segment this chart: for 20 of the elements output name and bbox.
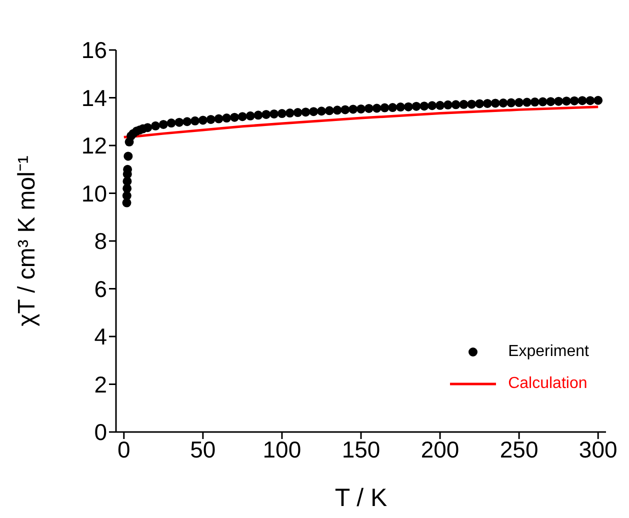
x-tick-label: 0 (118, 436, 130, 462)
legend-label: Calculation (508, 375, 588, 393)
x-tick-label: 100 (262, 436, 302, 462)
y-tick-label: 2 (94, 371, 107, 398)
x-tick-label: 300 (578, 436, 618, 462)
y-tick-label: 0 (94, 419, 107, 446)
y-axis-title: χT / cm³ K mol⁻¹ (14, 156, 41, 326)
x-axis-title: T / K (334, 484, 388, 512)
y-tick-label: 8 (94, 228, 107, 254)
y-tick-label: 4 (94, 324, 108, 350)
x-tick-label: 50 (190, 436, 216, 462)
y-tick-label: 10 (81, 180, 107, 206)
legend-label: Experiment (508, 343, 589, 361)
y-tick-label: 14 (81, 84, 108, 111)
x-tick-label: 200 (420, 436, 460, 462)
y-tick-label: 6 (94, 276, 107, 302)
x-tick-label: 250 (500, 436, 538, 462)
y-tick-label: 16 (81, 37, 107, 64)
y-tick-label: 12 (81, 132, 107, 159)
x-tick-label: 150 (342, 436, 380, 462)
